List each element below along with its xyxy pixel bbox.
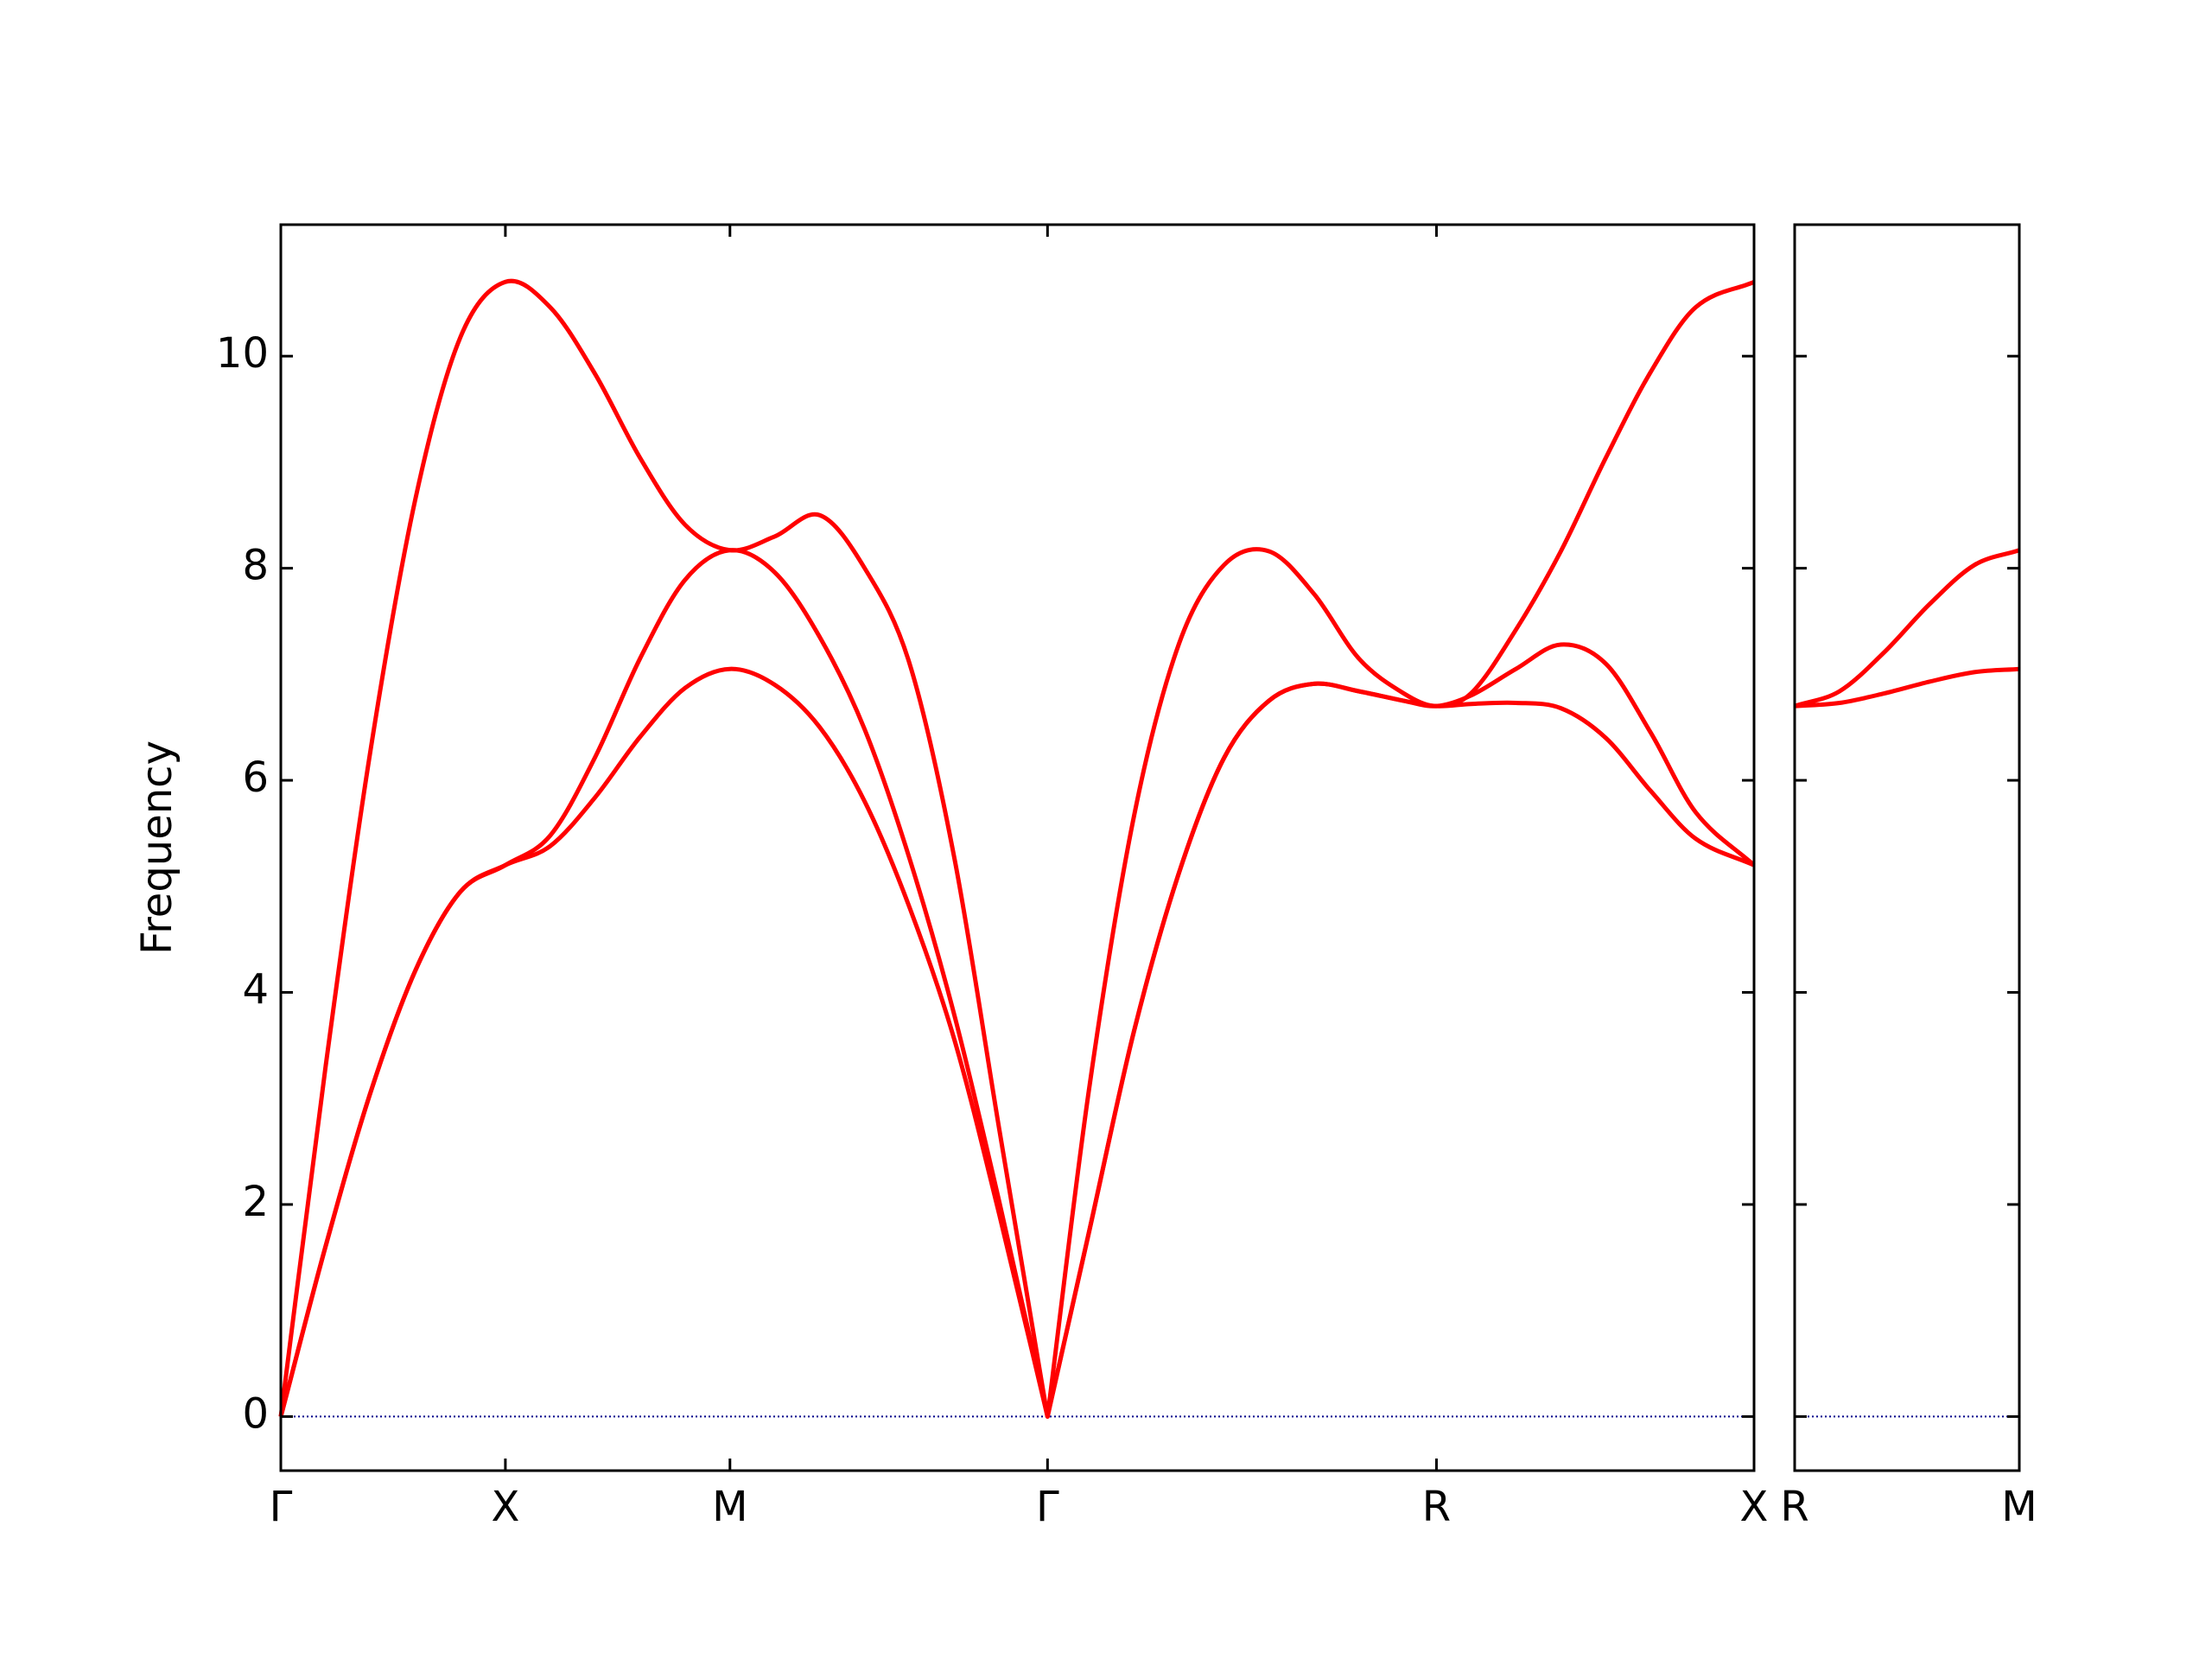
x-tick-label: Γ [270,1483,293,1531]
x-tick-label: R [1780,1483,1808,1531]
plot-frame [1793,223,2021,1472]
y-tick-label: 2 [242,1178,269,1226]
y-tick-label: 8 [242,542,269,590]
plot-frame [279,223,1756,1472]
x-tick-label: M [712,1483,747,1531]
band-line [278,666,1756,1419]
band-line [1794,666,2020,709]
band-line [1794,548,2020,709]
x-tick-label: Γ [1036,1483,1059,1531]
band-line [278,278,1755,1419]
y-tick-label: 4 [242,966,269,1014]
y-tick-label: 0 [242,1389,269,1438]
y-tick-label: 10 [216,329,269,378]
y-tick-label: 6 [242,753,269,802]
x-tick-label: M [2001,1483,2037,1531]
x-tick-label: X [491,1483,519,1531]
x-tick-label: R [1422,1483,1451,1531]
x-tick-label: X [1740,1483,1769,1531]
y-axis-label: Frequency [133,741,181,955]
